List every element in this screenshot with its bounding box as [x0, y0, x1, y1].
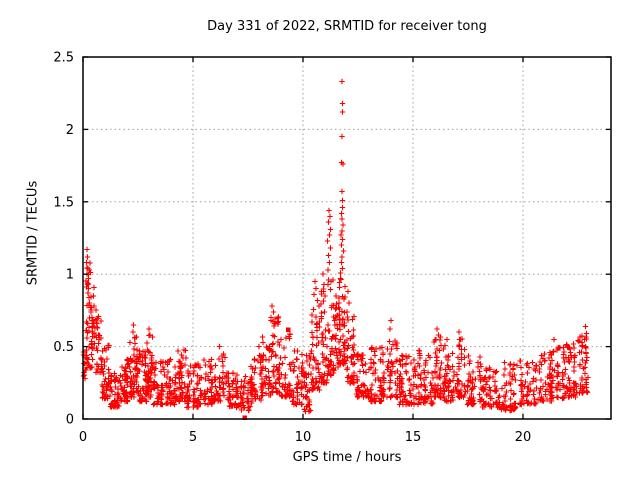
x-tick-label: 15 [405, 430, 422, 445]
y-tick-label: 2.5 [53, 51, 74, 66]
y-tick-label: 1.5 [53, 195, 74, 210]
x-tick-label: 5 [189, 430, 197, 445]
x-tick-label: 20 [515, 430, 532, 445]
square-marker [242, 415, 247, 420]
plot-border [82, 56, 612, 420]
scatter-points [80, 78, 591, 415]
x-tick-label: 0 [79, 430, 87, 445]
x-tick-label: 10 [295, 430, 312, 445]
y-tick-label: 0 [66, 413, 74, 428]
y-tick-label: 1 [66, 268, 74, 283]
chart-title: Day 331 of 2022, SRMTID for receiver ton… [207, 19, 487, 34]
x-axis-label: GPS time / hours [292, 450, 402, 465]
square-marker [286, 327, 291, 332]
y-tick-label: 2 [66, 123, 74, 138]
y-tick-label: 0.5 [53, 340, 74, 355]
